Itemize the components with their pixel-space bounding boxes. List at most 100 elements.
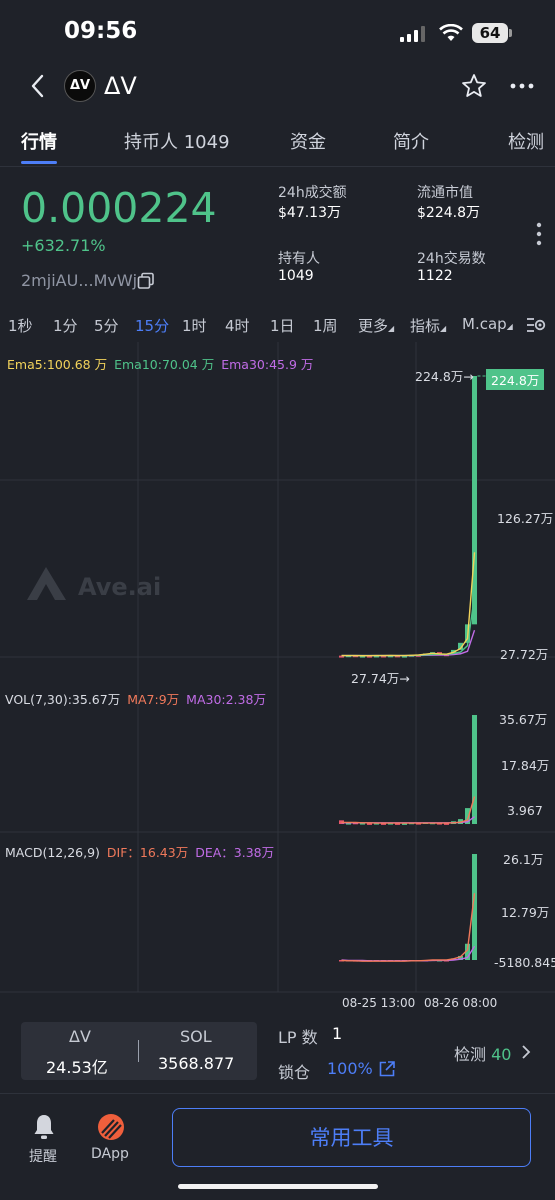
common-tools-button[interactable]: 常用工具 bbox=[172, 1108, 531, 1167]
lp-label: LP 数 bbox=[278, 1028, 318, 1047]
time-axis-label-1: 08-26 08:00 bbox=[424, 996, 498, 1010]
vol-legend: VOL(7,30):35.67万 bbox=[5, 692, 121, 707]
check-label: 检测 bbox=[454, 1045, 487, 1064]
back-icon[interactable] bbox=[30, 74, 46, 98]
chart-settings-icon[interactable] bbox=[526, 316, 546, 334]
high-price-label: 224.8万→ bbox=[415, 369, 474, 384]
ema5-line bbox=[341, 552, 476, 657]
dapp-icon[interactable] bbox=[96, 1112, 126, 1142]
timeframe-1s[interactable]: 1秒 bbox=[8, 317, 33, 335]
liquidity-pair-box: ΔV 24.53亿 SOL 3568.877 bbox=[21, 1022, 257, 1080]
tab-funds[interactable]: 资金 bbox=[290, 132, 326, 153]
vol-axis-tick-2: 3.967 bbox=[507, 803, 543, 818]
dif-line bbox=[341, 893, 476, 962]
dapp-nav-label[interactable]: DApp bbox=[91, 1146, 129, 1162]
timeframe-4h[interactable]: 4时 bbox=[225, 317, 250, 335]
volume-bar bbox=[465, 808, 470, 824]
dea-legend: DEA：3.38万 bbox=[195, 845, 275, 860]
market-cap-value: $224.8万 bbox=[417, 205, 480, 221]
tx-24h-label: 24h交易数 bbox=[417, 251, 486, 267]
timeframe-1w[interactable]: 1周 bbox=[313, 317, 338, 335]
volume-bar bbox=[360, 823, 365, 825]
market-cap-label: 流通市值 bbox=[417, 185, 473, 201]
candle bbox=[339, 655, 344, 658]
pair-quote-label: SOL bbox=[180, 1027, 212, 1046]
volume-bar bbox=[472, 715, 477, 824]
candle bbox=[360, 655, 365, 658]
volume-24h-label: 24h成交额 bbox=[278, 185, 347, 201]
ema30-legend: Ema30:45.9 万 bbox=[221, 357, 314, 372]
macd-legend: MACD(12,26,9) bbox=[5, 845, 100, 860]
timeframe-15m[interactable]: 15分 bbox=[135, 317, 170, 335]
battery-tip bbox=[509, 29, 512, 37]
pair-separator bbox=[138, 1040, 139, 1062]
home-indicator bbox=[178, 1184, 378, 1189]
lock-value[interactable]: 100% bbox=[327, 1059, 373, 1078]
timeframe-5m[interactable]: 5分 bbox=[94, 317, 119, 335]
timeframe-1m[interactable]: 1分 bbox=[53, 317, 78, 335]
vertical-more-icon[interactable] bbox=[536, 222, 542, 246]
holders-value: 1049 bbox=[278, 268, 314, 284]
vol-axis-tick-0: 35.67万 bbox=[499, 712, 548, 727]
candle bbox=[472, 376, 477, 625]
vol-ma7-line bbox=[341, 796, 476, 824]
volume-bar bbox=[402, 823, 407, 825]
ema10-legend: Ema10:70.04 万 bbox=[114, 357, 215, 372]
caret-icon: ◢ bbox=[388, 324, 395, 333]
timeframe-1h[interactable]: 1时 bbox=[182, 317, 207, 335]
logo-text: ΔV bbox=[69, 78, 91, 93]
indicators-label: 指标 bbox=[410, 317, 441, 335]
copy-icon[interactable] bbox=[137, 272, 155, 290]
volume-bar bbox=[437, 823, 442, 825]
macd-bar bbox=[465, 943, 470, 960]
check-link[interactable]: 检测 40 bbox=[454, 1041, 511, 1065]
contract-address[interactable]: 2mjiAU...MvWj bbox=[21, 271, 138, 290]
macd-bar bbox=[458, 955, 463, 960]
price-change: +632.71% bbox=[21, 236, 106, 255]
ema5-legend: Ema5:100.68 万 bbox=[7, 357, 108, 372]
volume-bar bbox=[416, 823, 421, 825]
candle bbox=[367, 655, 372, 658]
tab-holders[interactable]: 持币人 1049 bbox=[124, 132, 230, 153]
timeframe-1d[interactable]: 1日 bbox=[270, 317, 295, 335]
chevron-right-icon[interactable] bbox=[521, 1044, 531, 1060]
star-icon[interactable] bbox=[461, 73, 487, 99]
tab-intro[interactable]: 简介 bbox=[393, 132, 429, 153]
mcap-toggle[interactable]: M.cap◢ bbox=[462, 315, 513, 333]
macd-bar bbox=[472, 854, 477, 960]
candle bbox=[437, 652, 442, 655]
more-icon[interactable] bbox=[510, 82, 534, 90]
volume-bar bbox=[346, 823, 351, 825]
signal-icon bbox=[400, 26, 425, 42]
token-title: ΔV bbox=[104, 72, 137, 100]
volume-24h-value: $47.13万 bbox=[278, 205, 341, 221]
price-value: 0.000224 bbox=[21, 184, 217, 232]
external-link-icon[interactable] bbox=[378, 1060, 396, 1078]
status-time: 09:56 bbox=[64, 18, 138, 44]
token-logo: ΔV bbox=[64, 70, 96, 102]
kline-chart[interactable]: Ave.ai bbox=[0, 342, 555, 1012]
indicators-menu[interactable]: 指标◢ bbox=[410, 315, 446, 336]
watermark-text: Ave.ai bbox=[78, 573, 161, 601]
volume-bar bbox=[388, 823, 393, 825]
holders-label: 持有人 bbox=[278, 251, 320, 267]
alert-nav-label[interactable]: 提醒 bbox=[29, 1149, 57, 1165]
pair-quote-amount: 3568.877 bbox=[158, 1054, 235, 1073]
tabs-divider bbox=[0, 166, 555, 167]
tab-active-underline bbox=[21, 161, 57, 164]
ma30-legend: MA30:2.38万 bbox=[186, 692, 266, 707]
battery-indicator: 64 bbox=[472, 23, 508, 43]
check-score: 40 bbox=[491, 1045, 512, 1064]
chart-more-menu[interactable]: 更多◢ bbox=[358, 315, 394, 336]
tab-check[interactable]: 检测 bbox=[508, 132, 544, 153]
volume-bar bbox=[367, 823, 372, 825]
candle bbox=[388, 655, 393, 658]
bell-icon[interactable] bbox=[32, 1113, 56, 1141]
tab-market[interactable]: 行情 bbox=[21, 132, 57, 153]
vol-axis-tick-1: 17.84万 bbox=[501, 758, 550, 773]
time-axis-label-0: 08-25 13:00 bbox=[342, 996, 416, 1010]
volume-bar bbox=[395, 823, 400, 825]
candle bbox=[458, 642, 463, 650]
volume-bar bbox=[374, 823, 379, 825]
ema10-line bbox=[341, 595, 476, 657]
